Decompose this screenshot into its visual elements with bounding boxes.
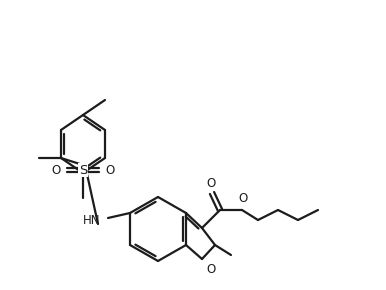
Text: O: O — [239, 192, 248, 205]
Text: O: O — [206, 263, 215, 276]
Text: S: S — [79, 164, 87, 177]
Text: O: O — [52, 164, 61, 177]
Text: HN: HN — [83, 213, 100, 226]
Text: O: O — [207, 177, 216, 190]
Text: O: O — [105, 164, 114, 177]
